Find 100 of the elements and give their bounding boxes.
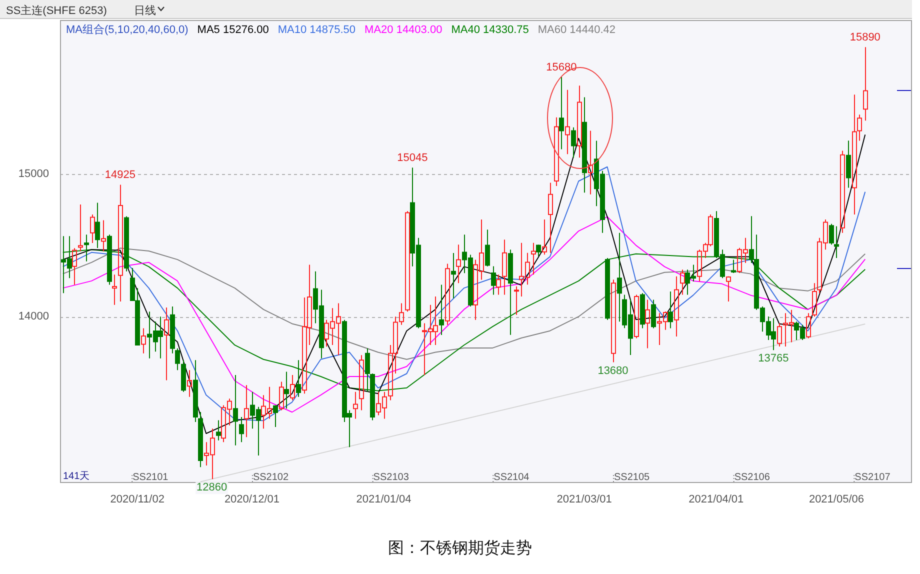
candlestick (193, 360, 198, 422)
chart-subtitle: 日线 (134, 4, 156, 18)
annotation: 13680 (598, 364, 628, 377)
candlestick (542, 218, 547, 256)
candlestick (640, 292, 645, 329)
candlestick (611, 279, 616, 363)
candlestick (451, 252, 456, 299)
text: MA40 14330.75 (451, 24, 529, 36)
candlestick (456, 244, 461, 284)
candlestick (399, 302, 404, 326)
annotation: SS2102 (252, 472, 289, 483)
x-tick-label: 2021/01/04 (356, 494, 412, 506)
annotation: 15045 (397, 152, 428, 164)
x-tick-label: 2020/11/02 (110, 494, 164, 506)
x-tick-label: 2021/04/01 (688, 494, 744, 506)
candlestick (634, 294, 639, 339)
candlestick (405, 210, 410, 312)
candlestick (491, 266, 496, 296)
candlestick (565, 89, 570, 155)
candlestick (239, 416, 244, 443)
candlestick (548, 182, 553, 254)
candlestick (90, 214, 95, 244)
candlestick (840, 150, 845, 234)
candlestick (577, 85, 582, 158)
candlestick (651, 299, 656, 329)
x-tick-label: 2020/12/01 (224, 494, 280, 506)
candlestick (571, 126, 576, 158)
candlestick (554, 116, 559, 186)
x-tick-label: 2021/05/06 (808, 494, 864, 506)
text: MA10 14875.50 (278, 24, 356, 36)
candlestick (668, 290, 673, 329)
candlestick (834, 226, 839, 258)
candlestick (680, 269, 685, 296)
candlestick (502, 239, 507, 296)
annotation: SS2103 (373, 472, 410, 483)
annotation: SS2105 (614, 472, 650, 483)
annotation: 141天 (63, 471, 90, 482)
candlestick (514, 286, 519, 316)
candlestick (112, 274, 117, 306)
annotation: 13765 (758, 352, 789, 365)
candlestick (359, 354, 364, 411)
candlestick (846, 140, 851, 188)
candlestick (353, 391, 358, 420)
candlestick (141, 328, 146, 354)
annotation: 14925 (104, 169, 136, 182)
annotation: SS2104 (494, 472, 530, 483)
annotation: 15890 (850, 32, 880, 44)
candlestick (726, 276, 731, 302)
candlestick (852, 94, 857, 215)
candlestick (279, 381, 284, 411)
candlestick (829, 223, 834, 246)
candlestick (273, 404, 278, 428)
annotation: SS2101 (132, 472, 169, 483)
candlestick (605, 257, 610, 320)
x-tick-label: 2021/03/01 (556, 494, 612, 506)
candlestick (175, 348, 180, 371)
candlestick (731, 259, 736, 274)
y-tick-label: 14000 (18, 310, 49, 323)
legend-title: MA组合(5,10,20,40,60,0) (66, 24, 188, 36)
candlestick (485, 229, 490, 267)
candlestick (181, 360, 186, 392)
candlestick (216, 420, 221, 441)
annotation: 15680 (546, 62, 577, 74)
text: MA5 15276.00 (197, 24, 269, 36)
candlestick (187, 370, 192, 398)
candlestick (244, 384, 249, 438)
candlestick (857, 114, 862, 142)
candlestick (95, 202, 100, 249)
candlestick (72, 248, 77, 286)
candlestick (445, 263, 450, 326)
candlestick (233, 374, 238, 446)
annotation: 12860 (196, 482, 228, 494)
candlestick (101, 220, 106, 252)
candlestick (588, 130, 593, 195)
candlestick (531, 242, 536, 276)
text: 图：不锈钢期货走势 (387, 538, 533, 559)
candlestick (582, 96, 587, 194)
y-tick-label: 15000 (18, 168, 49, 180)
candlestick (164, 306, 169, 381)
candlestick (536, 244, 541, 257)
candlestick (806, 312, 811, 339)
candlestick (439, 284, 444, 336)
text: MA20 14403.00 (364, 24, 442, 36)
candlestick (674, 276, 679, 338)
candlestick (198, 411, 203, 468)
candlestick (170, 306, 175, 354)
candlestick (284, 371, 289, 410)
annotation: SS2106 (734, 472, 770, 483)
candlestick (118, 184, 123, 302)
candlestick (863, 46, 868, 122)
candlestick (559, 76, 564, 150)
candlestick (777, 322, 782, 348)
chart-title: SS主连(SHFE 6253) (6, 4, 107, 18)
candlestick (496, 274, 501, 296)
candlestick (290, 374, 295, 401)
annotation: SS2107 (854, 472, 891, 483)
candlestick (78, 204, 83, 252)
text: MA60 14440.42 (538, 24, 616, 36)
candlestick (812, 282, 817, 318)
candlestick (645, 299, 650, 349)
